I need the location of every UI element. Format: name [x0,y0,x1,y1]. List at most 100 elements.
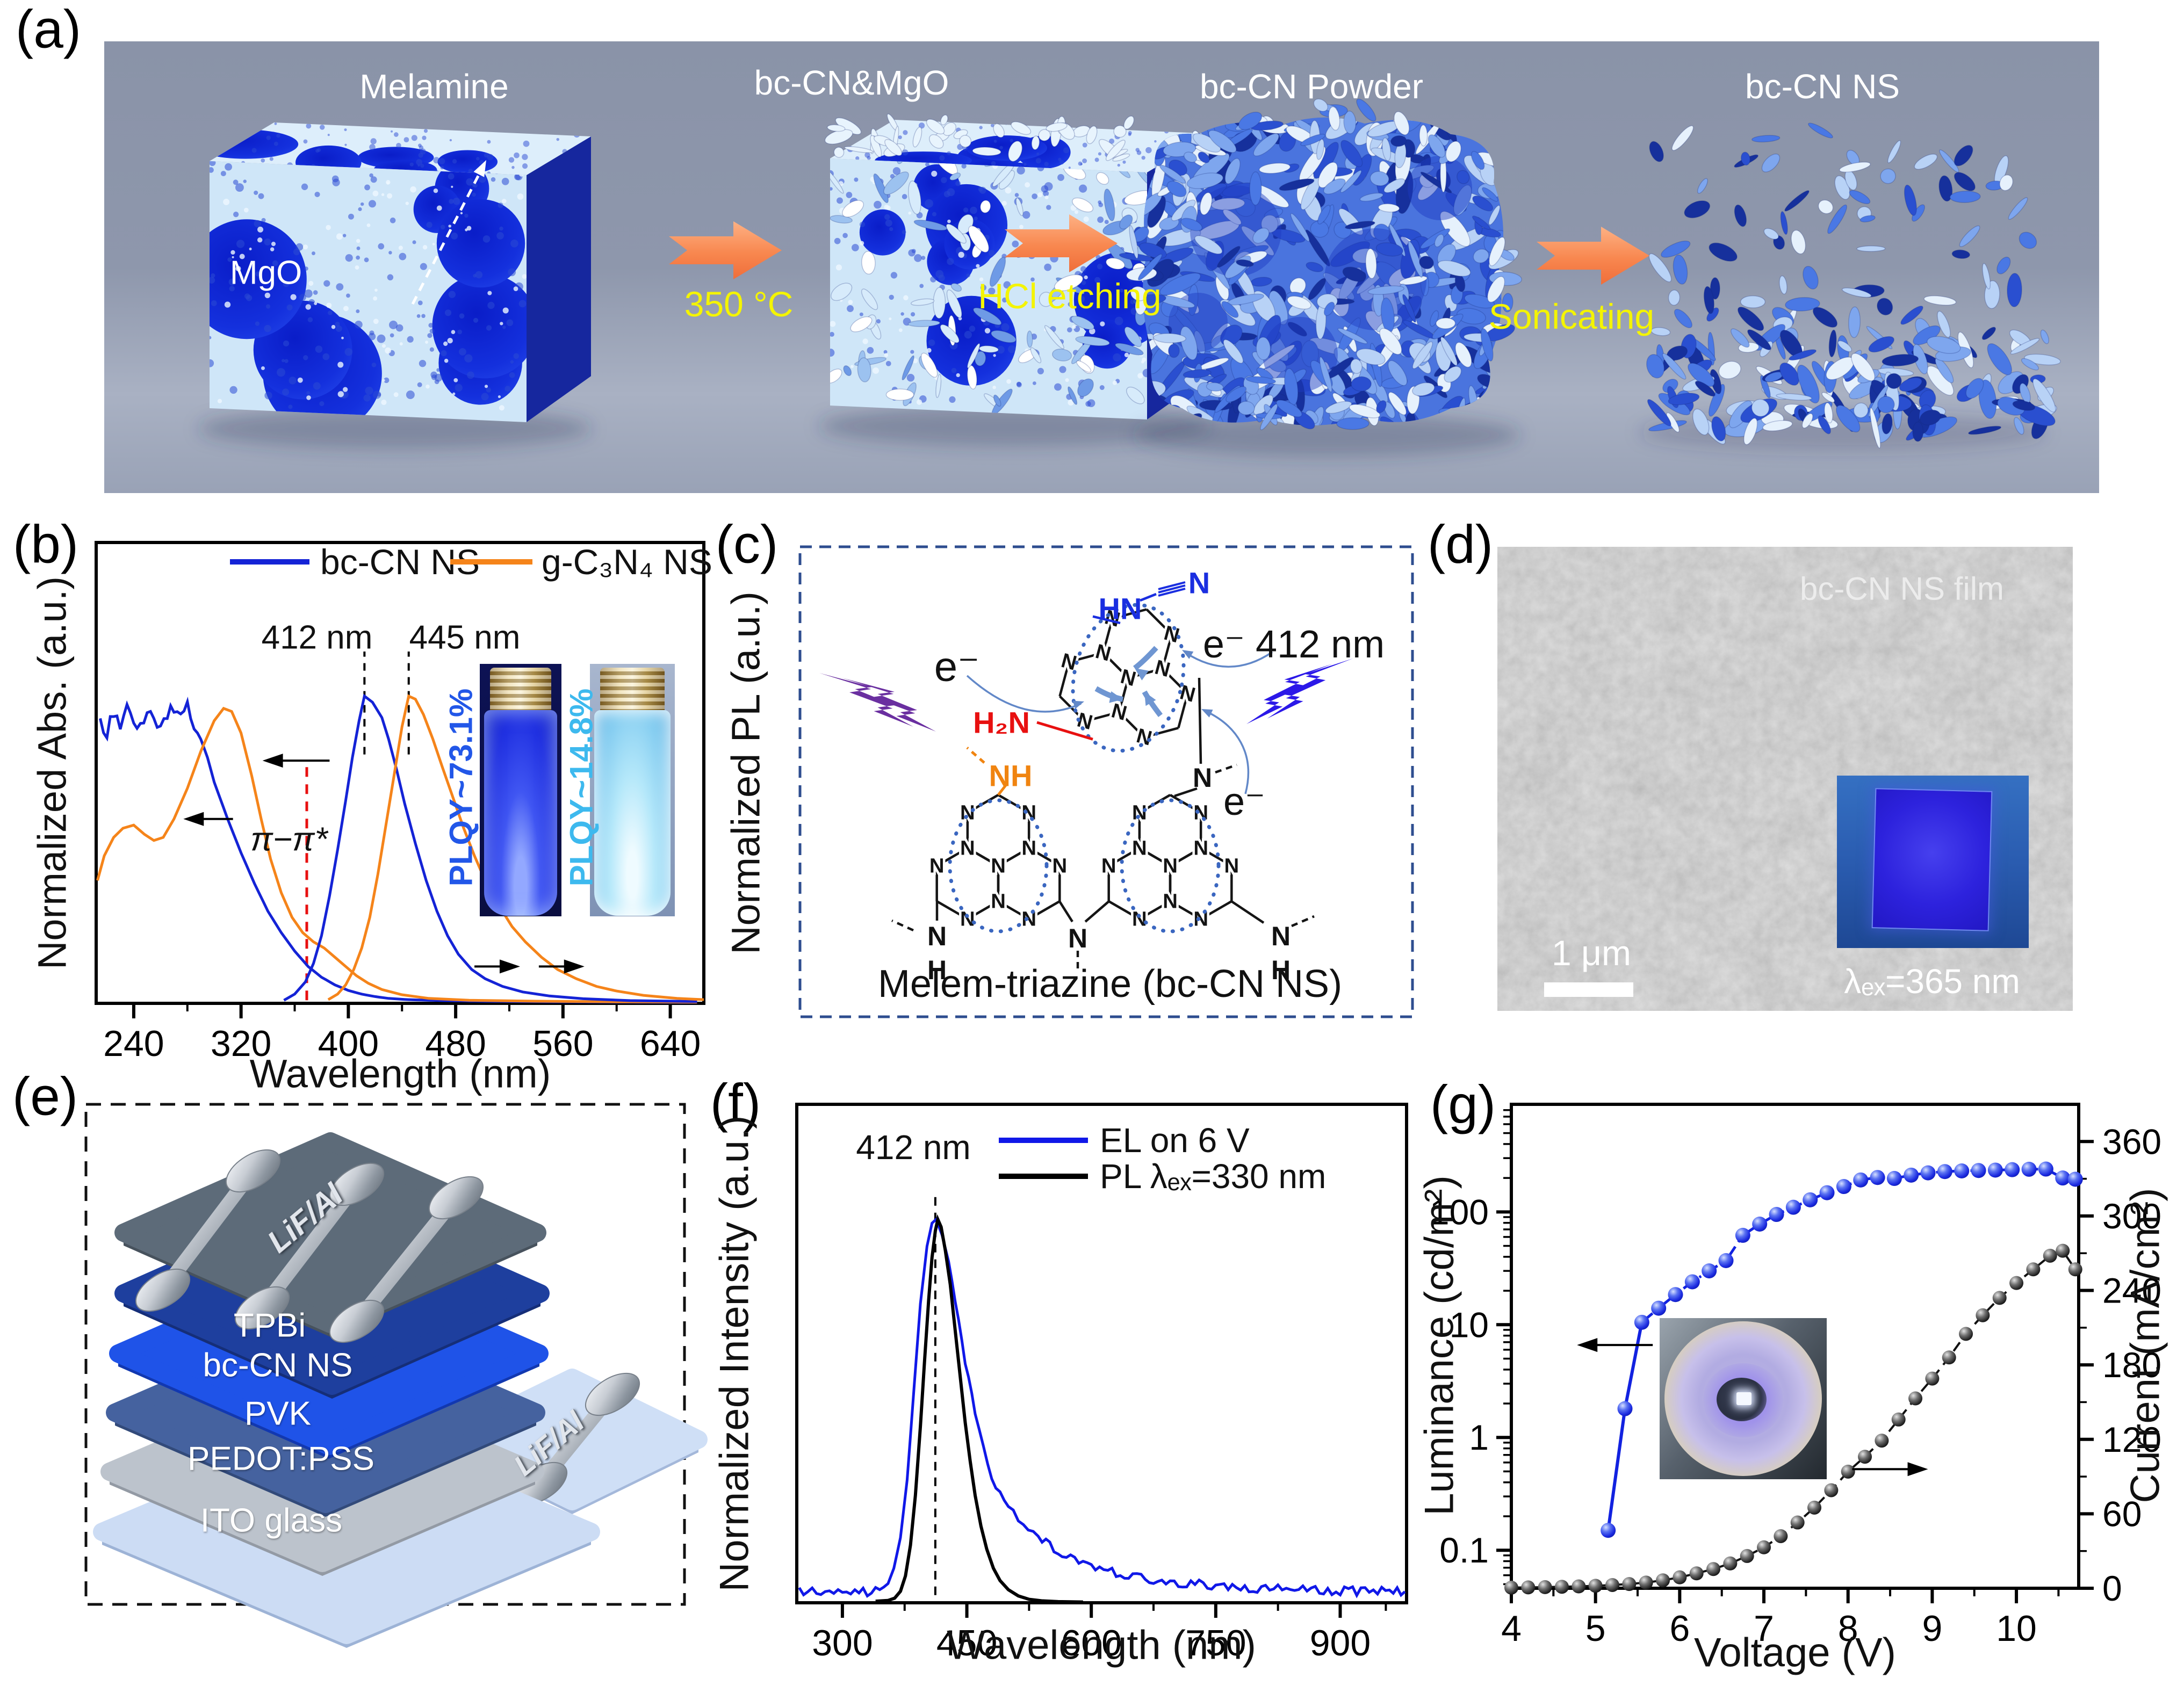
svg-text:N: N [1132,908,1147,931]
linker-n: N [1192,763,1213,793]
svg-text:900: 900 [1310,1623,1371,1663]
excitation-label: λₑₓ=365 nm [1844,962,2020,1001]
legend-label-pl: PL λₑₓ=330 nm [1100,1157,1327,1196]
svg-text:480: 480 [425,1023,486,1064]
legend-swatch-bc-cn [230,559,309,565]
svg-text:N: N [1101,855,1116,878]
svg-text:0.1: 0.1 [1439,1530,1489,1570]
svg-text:N: N [1021,801,1036,824]
stage-label-bccn-mgo: bc-CN&MgO [754,63,949,102]
vial-cap [600,668,665,715]
svg-text:N: N [929,855,945,878]
svg-text:N: N [1109,699,1129,725]
group-label-n-terminal: N [1188,566,1210,600]
svg-text:300: 300 [2102,1196,2161,1236]
chart-b: 240 320 400 480 560 640 [95,541,705,1064]
svg-text:120: 120 [2102,1420,2161,1459]
layer-label-ito: ITO glass [200,1502,343,1539]
vial-g-c3n4-ns [594,668,671,916]
legend-label-g-c3n4: g-C₃N₄ NS [542,542,712,582]
layer-label-pedot: PEDOT:PSS [188,1440,374,1478]
step-label-annealing: 350 °C [684,284,794,324]
svg-text:N: N [1021,908,1036,931]
bccn-nanosheets [1639,122,2061,451]
svg-text:640: 640 [640,1023,701,1064]
dotted-ring-left [948,798,1049,934]
svg-text:N: N [1021,837,1036,860]
panel-label-c: (c) [715,514,779,575]
bccn-powder-cube [1119,98,1522,457]
svg-text:N: N [991,855,1006,878]
svg-text:10: 10 [1996,1608,2037,1649]
svg-text:10: 10 [1450,1305,1489,1344]
svg-text:600: 600 [1061,1623,1121,1663]
linker-n-right: N [1271,921,1291,951]
film-photo-inset [1837,776,2029,948]
dotted-ring-top [1071,603,1186,753]
svg-text:300: 300 [812,1623,873,1663]
svg-text:N: N [1132,801,1147,824]
step-label-hcl-etching: HCl etching [978,276,1162,316]
svg-text:750: 750 [1185,1623,1246,1663]
svg-text:N: N [1193,837,1208,860]
svg-text:N: N [1193,908,1208,931]
svg-text:N: N [1163,855,1178,878]
svg-text:N: N [1132,837,1147,860]
layer-label-pvk: PVK [244,1395,312,1432]
annotation-412nm-f: 412 nm [856,1128,971,1167]
process-arrow-2 [1005,214,1118,272]
svg-text:N: N [1162,621,1182,648]
panel-e-device [84,1103,708,1648]
legend-label-el: EL on 6 V [1100,1121,1250,1160]
stage-sublabel-mgo: MgO [229,254,302,292]
svg-text:560: 560 [532,1023,593,1064]
axis-title-wavelength-f: Wavelength (nm) [947,1622,1256,1668]
svg-text:180: 180 [2102,1345,2161,1385]
dotted-ring-right [1120,798,1221,934]
linker-h-left: H [927,955,947,985]
purple-bolt-icon [819,673,936,732]
svg-text:60: 60 [2102,1494,2142,1533]
stage-label-melamine: Melamine [359,67,509,106]
layer-label-tpbi: TPBi [233,1307,306,1344]
stage-label-bccn-powder: bc-CN Powder [1199,67,1424,106]
svg-text:5: 5 [1585,1608,1606,1649]
stage-label-bccn-ns: bc-CN NS [1745,67,1900,106]
panel-a-scene [104,41,2099,493]
layer-label-bccnns: bc-CN NS [203,1347,353,1384]
step-label-sonicating: Sonicating [1488,296,1655,336]
scalebar-label: 1 μm [1551,933,1632,973]
melamine-pointer-arrow [411,167,484,305]
legend-swatch-el [999,1138,1088,1143]
axis-title-wavelength-b: Wavelength (nm) [249,1051,551,1096]
svg-text:240: 240 [2102,1271,2161,1311]
panel-label-g: (g) [1430,1074,1496,1135]
group-label-h2n: H₂N [973,705,1030,740]
annotation-pi-pi-star: π−π* [250,821,328,858]
svg-text:N: N [1224,855,1239,878]
legend-swatch-pl [999,1174,1088,1179]
process-arrow-1 [669,221,782,279]
vial-cap [489,668,552,715]
vial-body-blue [484,710,557,916]
vial-bc-cn-ns [484,668,557,916]
chart-g: 4 5 6 7 8 9 10 0.1 1 10 100 0 60 120 180 240 300 360 [1430,1103,2161,1649]
svg-text:4: 4 [1501,1608,1522,1649]
axis-title-abs: Normalized Abs. (a.u.) [30,576,75,970]
group-label-hn: HN [1098,591,1142,626]
linker-n-mid: N [1068,923,1088,953]
glowing-film-square [1871,787,1993,931]
panel-label-e: (e) [12,1066,78,1127]
svg-text:400: 400 [318,1023,379,1064]
svg-text:N: N [960,801,975,824]
electrode-dumbbell [329,1176,484,1343]
structure-caption: Melem-triazine (bc-CN NS) [877,963,1343,1005]
electrode-dumbbell [234,1162,385,1330]
svg-text:240: 240 [103,1023,164,1064]
panel-label-d: (d) [1427,514,1494,575]
panel-label-a: (a) [15,0,82,60]
svg-text:320: 320 [211,1023,271,1064]
process-arrow-3 [1537,227,1649,285]
svg-text:N: N [1193,801,1208,824]
